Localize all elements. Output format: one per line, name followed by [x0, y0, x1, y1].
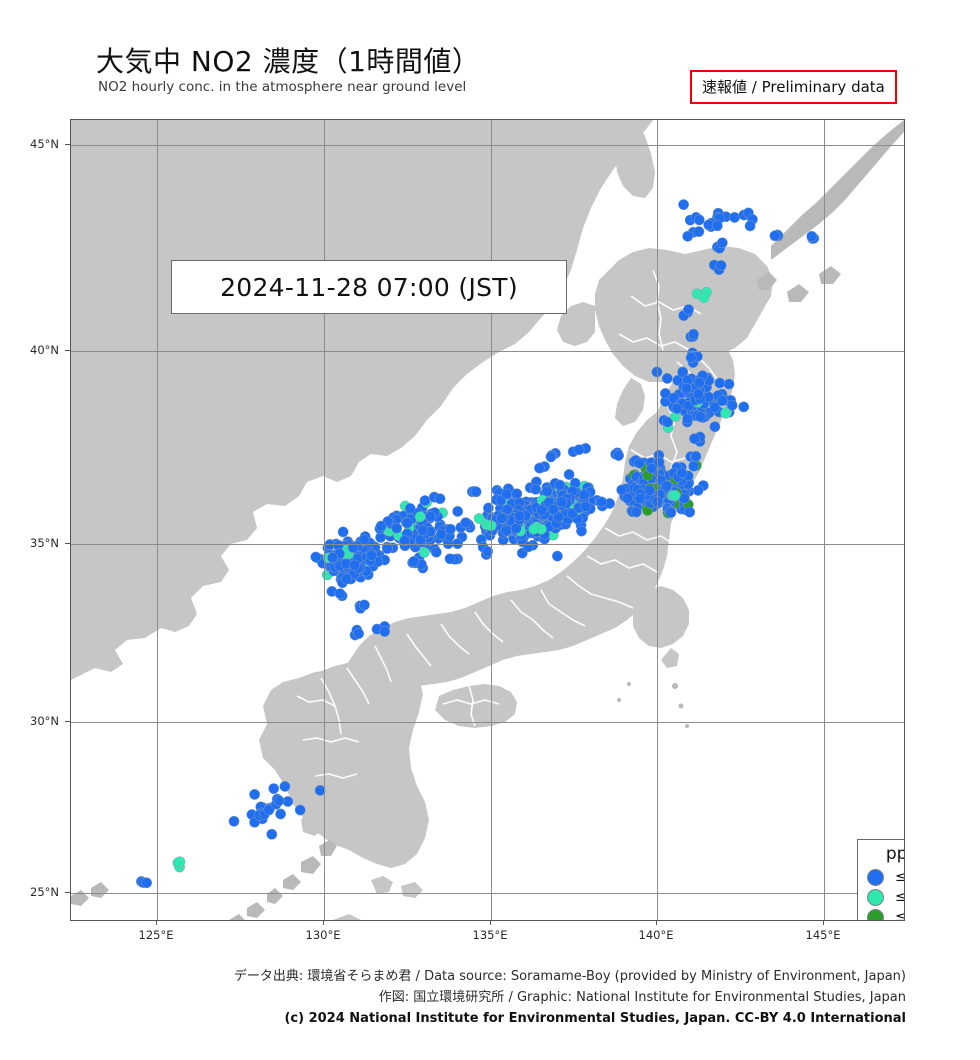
gridline-140E: [657, 120, 658, 920]
legend-panel[interactable]: ppb ≤20 ≤40 ≤60 ≤100 ≤200 ≤500: [857, 839, 904, 920]
x-tick-125E: 125°E: [138, 928, 174, 942]
y-tick-40N: 40°N: [30, 343, 59, 357]
map-plot-area[interactable]: 2024-11-28 07:00 (JST) ppb ≤20 ≤40 ≤60 ≤…: [70, 119, 905, 921]
x-tick-145E: 145°E: [805, 928, 841, 942]
footer-copyright: (c) 2024 National Institute for Environm…: [284, 1011, 906, 1026]
gridline-40N: [71, 351, 904, 352]
legend-swatch-60: [867, 908, 884, 920]
timestamp-box: 2024-11-28 07:00 (JST): [171, 260, 567, 314]
legend-item-40[interactable]: ≤40: [858, 887, 904, 907]
legend-swatch-20: [867, 868, 884, 886]
y-tick-30N: 30°N: [30, 714, 59, 728]
timestamp-label: 2024-11-28 07:00 (JST): [220, 272, 518, 302]
gridline-35N: [71, 544, 904, 545]
x-tick-140E: 140°E: [638, 928, 674, 942]
legend-swatch-40: [867, 888, 884, 906]
gridline-135E: [491, 120, 492, 920]
gridline-130E: [324, 120, 325, 920]
page-title: 大気中 NO2 濃度（1時間値）: [96, 45, 481, 78]
legend-label-40: ≤40: [895, 889, 904, 905]
map-canvas: [71, 120, 904, 920]
legend-label-60: ≤60: [895, 909, 904, 920]
legend-item-60[interactable]: ≤60: [858, 907, 904, 920]
x-tick-130E: 130°E: [305, 928, 341, 942]
y-tick-25N: 25°N: [30, 885, 59, 899]
y-tick-45N: 45°N: [30, 137, 59, 151]
footer-graphic-credit: 作図: 国立環境研究所 / Graphic: National Institut…: [378, 990, 906, 1005]
gridline-125E: [157, 120, 158, 920]
gridline-25N: [71, 893, 904, 894]
footer-data-source: データ出典: 環境省そらまめ君 / Data source: Soramame-…: [233, 969, 906, 984]
x-axis: 125°E 130°E 135°E 140°E 145°E: [70, 920, 903, 950]
y-axis: 45°N 40°N 35°N 30°N 25°N: [0, 119, 70, 919]
legend-label-20: ≤20: [895, 869, 904, 885]
observation-points: [135, 199, 820, 889]
gridline-145E: [824, 120, 825, 920]
legend-item-20[interactable]: ≤20: [858, 867, 904, 887]
x-tick-135E: 135°E: [472, 928, 508, 942]
footer: データ出典: 環境省そらまめ君 / Data source: Soramame-…: [0, 966, 980, 1029]
gridline-45N: [71, 145, 904, 146]
preliminary-data-badge: 速報値 / Preliminary data: [690, 70, 897, 104]
y-tick-35N: 35°N: [30, 536, 59, 550]
gridline-30N: [71, 722, 904, 723]
legend-unit-label: ppb: [885, 844, 904, 864]
page-subtitle: NO2 hourly conc. in the atmosphere near …: [98, 79, 467, 95]
